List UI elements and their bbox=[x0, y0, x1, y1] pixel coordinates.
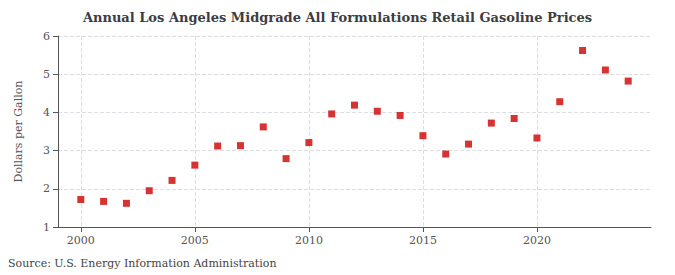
svg-text:Source: U.S. Energy Informatio: Source: U.S. Energy Information Administ… bbox=[8, 257, 276, 270]
svg-text:2: 2 bbox=[43, 182, 50, 195]
svg-text:6: 6 bbox=[43, 30, 50, 43]
svg-text:2000: 2000 bbox=[67, 234, 95, 247]
svg-text:2020: 2020 bbox=[523, 234, 551, 247]
svg-text:Dollars per Gallon: Dollars per Gallon bbox=[12, 81, 25, 183]
svg-text:5: 5 bbox=[43, 68, 50, 81]
svg-text:Annual Los Angeles Midgrade Al: Annual Los Angeles Midgrade All Formulat… bbox=[82, 10, 592, 25]
svg-text:2005: 2005 bbox=[181, 234, 209, 247]
svg-text:3: 3 bbox=[43, 144, 50, 157]
svg-text:2015: 2015 bbox=[409, 234, 437, 247]
svg-text:1: 1 bbox=[43, 221, 50, 234]
svg-text:2010: 2010 bbox=[295, 234, 323, 247]
svg-text:4: 4 bbox=[43, 106, 50, 119]
